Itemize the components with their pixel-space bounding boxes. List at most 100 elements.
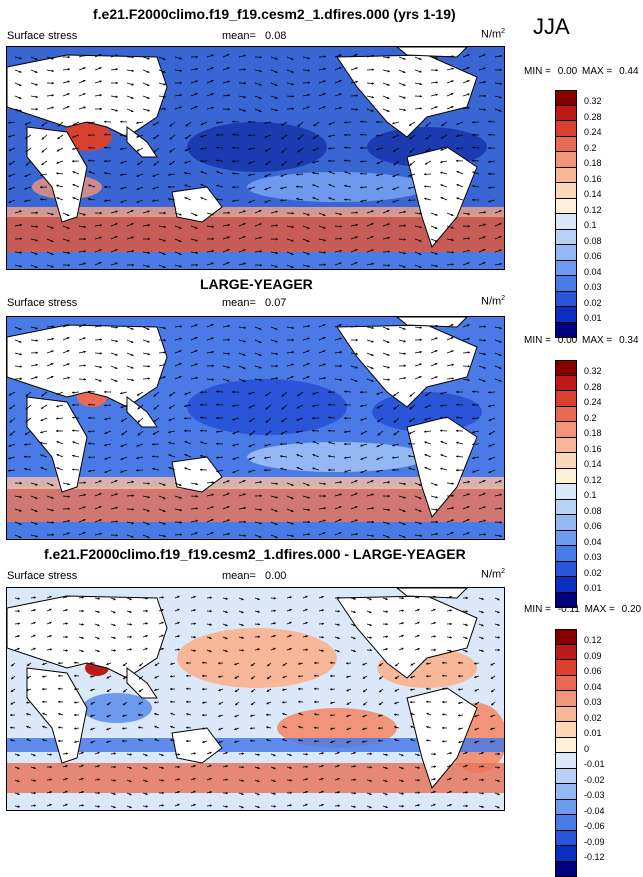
units-exponent: 2: [501, 568, 505, 575]
map-obs-svg: [7, 317, 504, 539]
cbar-label: 0.08: [584, 506, 634, 522]
mean-obs: mean= 0.07: [222, 297, 286, 309]
colorbar-swatch: [555, 691, 577, 707]
cbar-label: 0.06: [584, 251, 634, 267]
cbar-label: 0.04: [584, 682, 634, 698]
colorbar-swatch: [555, 261, 577, 277]
max-value: 0.34: [619, 335, 638, 346]
colorbar-swatch: [555, 407, 577, 423]
min-value: -0.11: [558, 604, 580, 615]
colorbar-swatch: [555, 660, 577, 676]
cbar-label: 0.04: [584, 537, 634, 553]
colorbar-swatch: [555, 376, 577, 392]
colorbar-swatch: [555, 438, 577, 454]
panel-title-model: f.e21.F2000climo.f19_f19.cesm2_1.dfires.…: [93, 6, 456, 22]
units-exponent: 2: [501, 295, 505, 302]
min-label: MIN =: [524, 335, 551, 346]
cbar-label: 0.09: [584, 651, 634, 667]
colorbar-swatch: [555, 645, 577, 661]
variable-label-obs: Surface stress: [7, 297, 77, 309]
colorbar-swatch: [555, 453, 577, 469]
cbar-label: 0.24: [584, 127, 634, 143]
cbar-label: 0.18: [584, 428, 634, 444]
colorbar-swatch: [555, 152, 577, 168]
cbar-label: 0.03: [584, 552, 634, 568]
cbar-label: 0.04: [584, 267, 634, 283]
cbar-label: 0.03: [584, 282, 634, 298]
units-model: N/m2: [481, 28, 505, 41]
colorbar-swatch: [555, 753, 577, 769]
colorbar-swatch: [555, 562, 577, 578]
max-value: 0.20: [622, 604, 641, 615]
colorbar-labels-obs: 0.32 0.28 0.24 0.2 0.18 0.16 0.14 0.12 0…: [584, 366, 634, 599]
min-value: 0.00: [558, 335, 577, 346]
cbar-label: 0.02: [584, 713, 634, 729]
map-model-svg: [7, 47, 504, 269]
colorbar-swatch: [555, 738, 577, 754]
cbar-label: 0.14: [584, 459, 634, 475]
colorbar-swatch: [555, 500, 577, 516]
cbar-label: 0.28: [584, 382, 634, 398]
map-model: [6, 46, 505, 270]
cbar-label: -0.09: [584, 837, 634, 853]
mean-value: 0.07: [265, 297, 286, 309]
cbar-label: -0.02: [584, 775, 634, 791]
colorbar-swatch: [555, 307, 577, 323]
min-label: MIN =: [524, 604, 551, 615]
cbar-label: 0.02: [584, 568, 634, 584]
colorbar-swatch: [555, 360, 577, 376]
colorbar-swatch: [555, 469, 577, 485]
season-label: JJA: [533, 14, 570, 40]
colorbar-swatch: [555, 276, 577, 292]
colorbar-swatch: [555, 846, 577, 862]
colorbar-swatch: [555, 168, 577, 184]
cbar-label: 0.18: [584, 158, 634, 174]
colorbar-swatch: [555, 230, 577, 246]
colorbar-swatch: [555, 137, 577, 153]
colorbar-swatch: [555, 484, 577, 500]
cbar-label: 0.03: [584, 697, 634, 713]
colorbar-swatch: [555, 245, 577, 261]
colorbar-swatch: [555, 707, 577, 723]
colorbar-swatch: [555, 676, 577, 692]
colorbar-labels-model: 0.32 0.28 0.24 0.2 0.18 0.16 0.14 0.12 0…: [584, 96, 634, 329]
colorbar-swatch: [555, 784, 577, 800]
colorbar-swatch: [555, 722, 577, 738]
map-diff: [6, 587, 505, 811]
colorbar-swatch: [555, 800, 577, 816]
cbar-label: 0.24: [584, 397, 634, 413]
units-label: N/m: [481, 569, 501, 581]
variable-label-diff: Surface stress: [7, 570, 77, 582]
max-label: MAX =: [585, 604, 615, 615]
cbar-label: 0.2: [584, 413, 634, 429]
max-value: 0.44: [619, 66, 638, 77]
cbar-label: 0.12: [584, 635, 634, 651]
colorbar-diff: [555, 629, 577, 877]
mean-value: 0.08: [265, 30, 286, 42]
cbar-label: 0.32: [584, 366, 634, 382]
colorbar-obs: [555, 360, 577, 608]
units-label: N/m: [481, 29, 501, 41]
colorbar-swatch: [555, 831, 577, 847]
cbar-label: 0.06: [584, 666, 634, 682]
units-label: N/m: [481, 296, 501, 308]
panel-title-obs: LARGE-YEAGER: [200, 276, 313, 292]
min-value: 0.00: [558, 66, 577, 77]
colorbar-swatch: [555, 577, 577, 593]
colorbar-swatch: [555, 121, 577, 137]
colorbar-swatch: [555, 629, 577, 645]
cbar-label: 0.16: [584, 444, 634, 460]
cbar-label: 0.28: [584, 112, 634, 128]
colorbar-swatch: [555, 769, 577, 785]
colorbar-swatch: [555, 422, 577, 438]
max-label: MAX =: [582, 335, 612, 346]
cbar-label: -0.01: [584, 759, 634, 775]
colorbar-swatch: [555, 862, 577, 877]
cbar-label: -0.03: [584, 790, 634, 806]
cbar-label: 0.02: [584, 298, 634, 314]
mean-diff: mean= 0.00: [222, 570, 286, 582]
cbar-label: 0.01: [584, 728, 634, 744]
units-obs: N/m2: [481, 295, 505, 308]
cbar-label: 0.06: [584, 521, 634, 537]
minmax-diff: MIN = -0.11 MAX = 0.20: [524, 604, 641, 615]
